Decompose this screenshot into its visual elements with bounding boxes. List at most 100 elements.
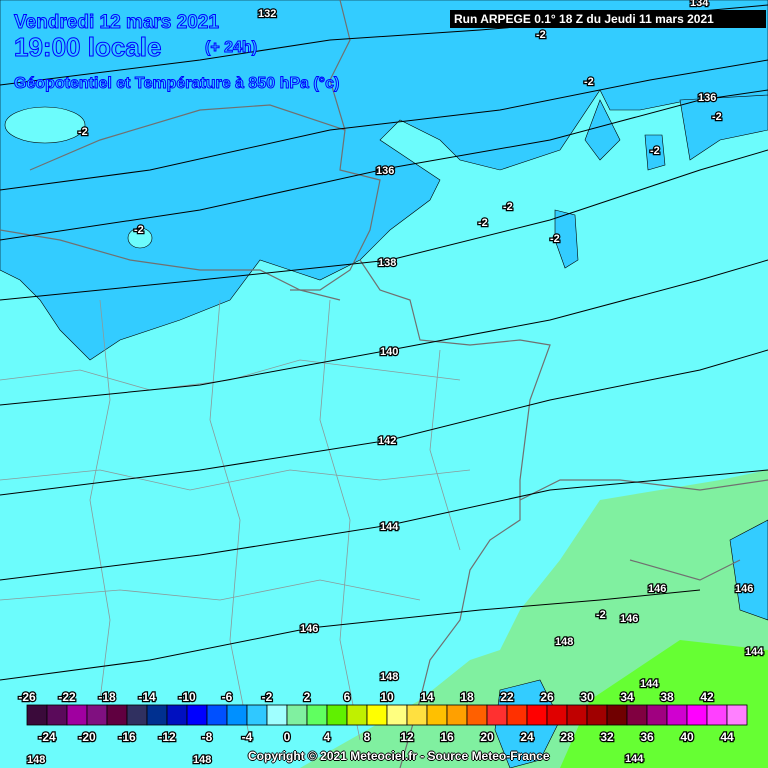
temperature-label: -2 (596, 609, 606, 621)
colorbar-swatch (626, 704, 648, 726)
colorbar-bottom-label: 40 (680, 730, 694, 744)
colorbar-swatch (106, 704, 128, 726)
colorbar-swatch (466, 704, 488, 726)
colorbar-top-label: 42 (700, 690, 714, 704)
colorbar-swatch (406, 704, 428, 726)
colorbar-bottom-label: -20 (78, 730, 96, 744)
cold-temperature-region (644, 134, 666, 171)
temperature-label: -2 (134, 224, 144, 236)
contour-label: 144 (640, 678, 659, 690)
colorbar-bottom-label: -24 (38, 730, 56, 744)
colorbar-bottom-label: 44 (720, 730, 734, 744)
colorbar-swatch (46, 704, 68, 726)
temperature-label: -2 (712, 111, 722, 123)
contour-label: 148 (555, 636, 573, 648)
colorbar-top-label: 10 (380, 690, 394, 704)
colorbar-swatch (366, 704, 388, 726)
colorbar-swatch (646, 704, 668, 726)
contour-label: 136 (698, 92, 716, 104)
cold-temperature-region (554, 209, 579, 269)
colorbar-swatch (506, 704, 528, 726)
colorbar-top-label: 26 (540, 690, 554, 704)
colorbar-bottom-label: 32 (600, 730, 614, 744)
colorbar-bottom-label: 0 (284, 730, 291, 744)
contour-labels: 132 134 136 136 138 140 142 144 146 146 … (26, 0, 766, 767)
contour-label: 140 (380, 346, 398, 358)
temperature-label: -2 (650, 145, 660, 157)
warm-pocket (127, 227, 153, 249)
cold-temperature-region (0, 0, 768, 361)
contour-label: 148 (27, 754, 45, 766)
forecast-date: Vendredi 12 mars 2021 (14, 12, 220, 34)
colorbar-swatch (66, 704, 88, 726)
copyright: Copyright © 2021 Meteociel.fr - Source M… (248, 749, 550, 763)
colorbar-top-label: 22 (500, 690, 514, 704)
temperature-label: -2 (503, 201, 513, 213)
colorbar-swatch (26, 704, 48, 726)
colorbar-swatch (306, 704, 328, 726)
run-info-banner: Run ARPEGE 0.1° 18 Z du Jeudi 11 mars 20… (450, 10, 766, 28)
contour-label: 148 (193, 754, 211, 766)
warmer-temperature-region (560, 640, 768, 768)
colorbar-top-label: -10 (178, 690, 196, 704)
colorbar-swatch (386, 704, 408, 726)
colorbar-swatch (246, 704, 268, 726)
colorbar-top-label: -14 (138, 690, 156, 704)
colorbar-top-label: 6 (344, 690, 351, 704)
colorbar-swatch (566, 704, 588, 726)
colorbar-bottom-label: 20 (480, 730, 494, 744)
colorbar-top-label: -26 (18, 690, 36, 704)
contour-label: 132 (258, 8, 276, 20)
colorbar-swatch (226, 704, 248, 726)
contour-label: 146 (735, 583, 753, 595)
contour-label: 146 (300, 623, 318, 635)
colorbar-swatch (186, 704, 208, 726)
colorbar-bottom-label: 24 (520, 730, 534, 744)
cold-temperature-region (584, 99, 621, 161)
contour-label: 146 (620, 613, 638, 625)
colorbar-bottom-label: 4 (324, 730, 331, 744)
colorbar-swatch (286, 704, 308, 726)
colorbar-swatch (86, 704, 108, 726)
colorbar-swatch (706, 704, 728, 726)
lead-time: (+ 24h) (204, 39, 258, 57)
colorbar-top-label: -22 (58, 690, 76, 704)
colorbar-bottom-label: 12 (400, 730, 414, 744)
warm-pocket (4, 106, 86, 144)
colorbar-top-label: -2 (262, 690, 273, 704)
temperature-label: -2 (550, 233, 560, 245)
colorbar-top-label: 14 (420, 690, 434, 704)
temperature-labels: -2 -2 -2 -2 -2 -2 -2 -2 -2 -2 (77, 28, 723, 623)
colorbar-top-label: 18 (460, 690, 474, 704)
colorbar-swatch (586, 704, 608, 726)
colorbar-bottom-label: -8 (202, 730, 213, 744)
colorbar-swatch (726, 704, 748, 726)
contour-label: 142 (378, 435, 396, 447)
contour-label: 146 (648, 583, 666, 595)
contour-label: 148 (380, 671, 398, 683)
contour-label: 138 (378, 257, 396, 269)
contour-label: 136 (376, 165, 394, 177)
region-borders (0, 299, 471, 741)
colorbar-top-label: 30 (580, 690, 594, 704)
temperature-label: -2 (478, 217, 488, 229)
colorbar-swatch (686, 704, 708, 726)
colorbar-bottom-label: -12 (158, 730, 176, 744)
temperature-label: -2 (536, 29, 546, 41)
contour-label: 144 (745, 646, 764, 658)
colorbar-top-label: -18 (98, 690, 116, 704)
colorbar-swatch (606, 704, 628, 726)
colorbar-swatch (666, 704, 688, 726)
map-subtitle: Géopotentiel et Température à 850 hPa (°… (13, 75, 340, 93)
temperature-label: -2 (584, 76, 594, 88)
colorbar-bottom-label: 28 (560, 730, 574, 744)
colorbar-bottom-label: 8 (364, 730, 371, 744)
colorbar-bottom-label: 16 (440, 730, 454, 744)
colorbar-swatch (206, 704, 228, 726)
colorbar-swatch (526, 704, 548, 726)
geopotential-contours (0, 4, 768, 681)
cold-temperature-region (729, 519, 768, 621)
colorbar-swatch (326, 704, 348, 726)
